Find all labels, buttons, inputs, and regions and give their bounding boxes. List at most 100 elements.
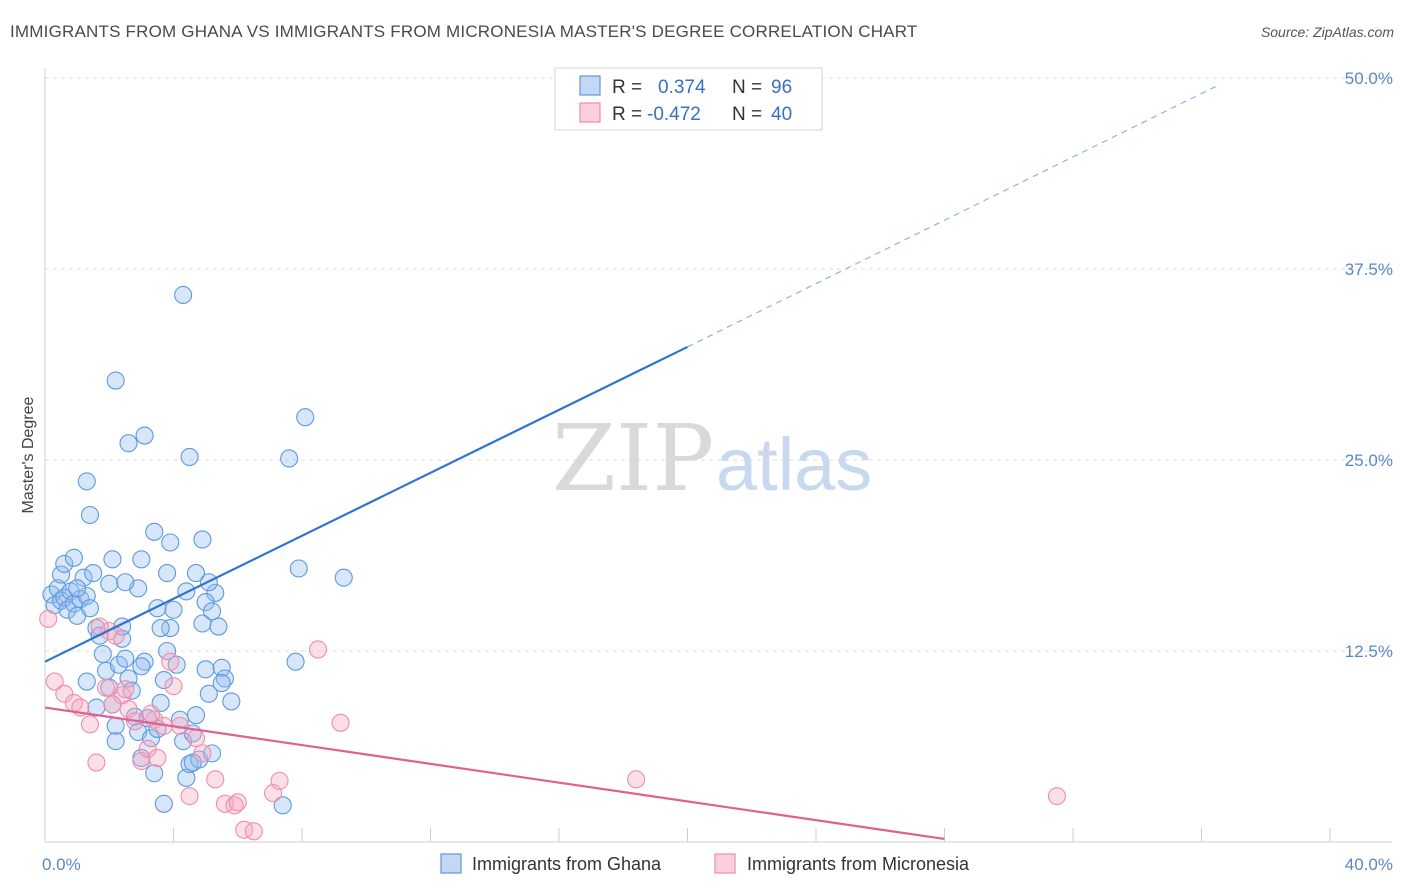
ghana-point-38 [154, 670, 173, 690]
micronesia-point-20 [164, 677, 183, 696]
ghana-point-40 [161, 619, 180, 638]
micronesia-point-24 [193, 744, 212, 763]
trend-line-ghana [44, 345, 688, 663]
micronesia-point-35 [1047, 787, 1066, 806]
ghana-point-74 [161, 533, 180, 552]
ghana-point-52 [199, 684, 218, 703]
grid [45, 77, 1392, 652]
ghana-point-41 [164, 600, 183, 619]
micronesia-point-0 [39, 609, 58, 628]
legend-swatch-micronesia [579, 102, 601, 123]
ghana-point-85 [273, 796, 292, 815]
micronesia-point-34 [627, 770, 646, 789]
ghana-point-61 [80, 505, 100, 525]
y-tick-label-3: 50.0% [1345, 69, 1393, 88]
ghana-point-59 [68, 579, 87, 598]
ghana-point-79 [193, 530, 212, 549]
micronesia-point-29 [244, 822, 263, 841]
micronesia-point-32 [309, 640, 328, 659]
ghana-point-92 [106, 732, 125, 751]
bottom-legend-swatch-micronesia [714, 853, 736, 874]
micronesia-point-5 [80, 715, 100, 734]
ghana-point-94 [77, 672, 96, 691]
ghana-point-62 [100, 574, 119, 593]
ghana-point-28 [122, 681, 141, 700]
bottom-legend-swatch-ghana [440, 853, 462, 874]
ghana-point-23 [106, 716, 125, 735]
legend-swatch-ghana [579, 75, 601, 96]
micronesia-point-33 [331, 713, 350, 732]
micronesia-point-31 [270, 771, 289, 790]
ghana-point-73 [158, 564, 177, 583]
micronesia-point-19 [161, 652, 180, 671]
y-tick-label-2: 37.5% [1345, 260, 1393, 279]
legend-r-label-ghana: R = [612, 77, 642, 98]
ghana-point-35 [145, 764, 164, 783]
legend-n-value-ghana: 96 [771, 77, 792, 98]
ghana-point-54 [206, 583, 225, 602]
ghana-point-34 [141, 729, 161, 748]
ghana-point-71 [145, 522, 164, 541]
ghana-point-26 [116, 649, 135, 668]
ghana-point-67 [106, 371, 125, 390]
bottom-legend-label-micronesia: Immigrants from Micronesia [747, 854, 970, 874]
ghana-point-91 [132, 657, 151, 676]
ghana-point-56 [212, 658, 231, 677]
ghana-point-15 [80, 599, 100, 618]
ghana-point-6 [52, 565, 71, 584]
x-tick-label-1: 40.0% [1345, 855, 1393, 874]
micronesia-point-39 [228, 793, 247, 812]
y-axis-label: Master's Degree [20, 396, 37, 513]
ghana-point-46 [180, 755, 199, 774]
ghana-point-19 [93, 645, 112, 664]
axes: 12.5% 25.0% 37.5% 50.0% 0.0% 40.0% [42, 68, 1393, 874]
ghana-point-88 [289, 559, 308, 578]
ghana-point-16 [84, 564, 103, 583]
ghana-point-64 [119, 434, 138, 453]
ghana-point-90 [334, 568, 353, 587]
watermark: ZIP atlas [552, 405, 872, 512]
ghana-point-77 [180, 447, 199, 466]
micronesia-point-37 [103, 695, 122, 714]
micronesia-point-2 [55, 684, 74, 703]
ghana-point-51 [196, 660, 215, 679]
ghana-point-69 [148, 599, 167, 618]
trend-lines [44, 85, 1218, 841]
ghana-point-80 [196, 593, 215, 612]
micronesia-point-27 [225, 796, 244, 815]
micronesia-point-38 [141, 704, 161, 723]
ghana-point-86 [280, 449, 299, 468]
series-micronesia-points [39, 609, 1066, 841]
micronesia-point-6 [87, 753, 106, 772]
source-label: Source: ZipAtlas.com [1260, 24, 1394, 40]
ghana-point-12 [64, 548, 83, 567]
ghana-point-63 [103, 550, 122, 569]
y-tick-label-1: 25.0% [1345, 451, 1393, 470]
ghana-point-70 [132, 550, 151, 569]
ghana-point-53 [203, 744, 222, 763]
ghana-point-48 [186, 706, 206, 725]
micronesia-point-22 [180, 787, 199, 806]
micronesia-point-28 [235, 820, 254, 839]
micronesia-point-15 [138, 739, 157, 758]
ghana-point-84 [222, 692, 241, 711]
ghana-point-68 [135, 426, 154, 445]
ghana-point-66 [116, 573, 135, 592]
legend: R = 0.374 N = 96 R = -0.472 N = 40 [554, 67, 823, 131]
legend-n-label-micronesia: N = [732, 104, 762, 125]
watermark-atlas: atlas [716, 423, 872, 506]
legend-n-value-micronesia: 40 [771, 104, 792, 125]
legend-r-value-ghana: 0.374 [658, 77, 706, 98]
micronesia-point-25 [206, 770, 225, 789]
y-tick-label-0: 12.5% [1345, 642, 1393, 661]
x-tick-label-0: 0.0% [42, 855, 81, 874]
ghana-point-55 [209, 617, 228, 636]
micronesia-point-17 [148, 748, 167, 768]
legend-n-label-ghana: N = [732, 77, 762, 98]
ghana-point-13 [74, 568, 93, 587]
legend-r-value-micronesia: -0.472 [647, 104, 701, 125]
ghana-point-89 [296, 408, 315, 427]
ghana-point-39 [158, 641, 177, 661]
bottom-legend: Immigrants from Ghana Immigrants from Mi… [440, 853, 970, 874]
